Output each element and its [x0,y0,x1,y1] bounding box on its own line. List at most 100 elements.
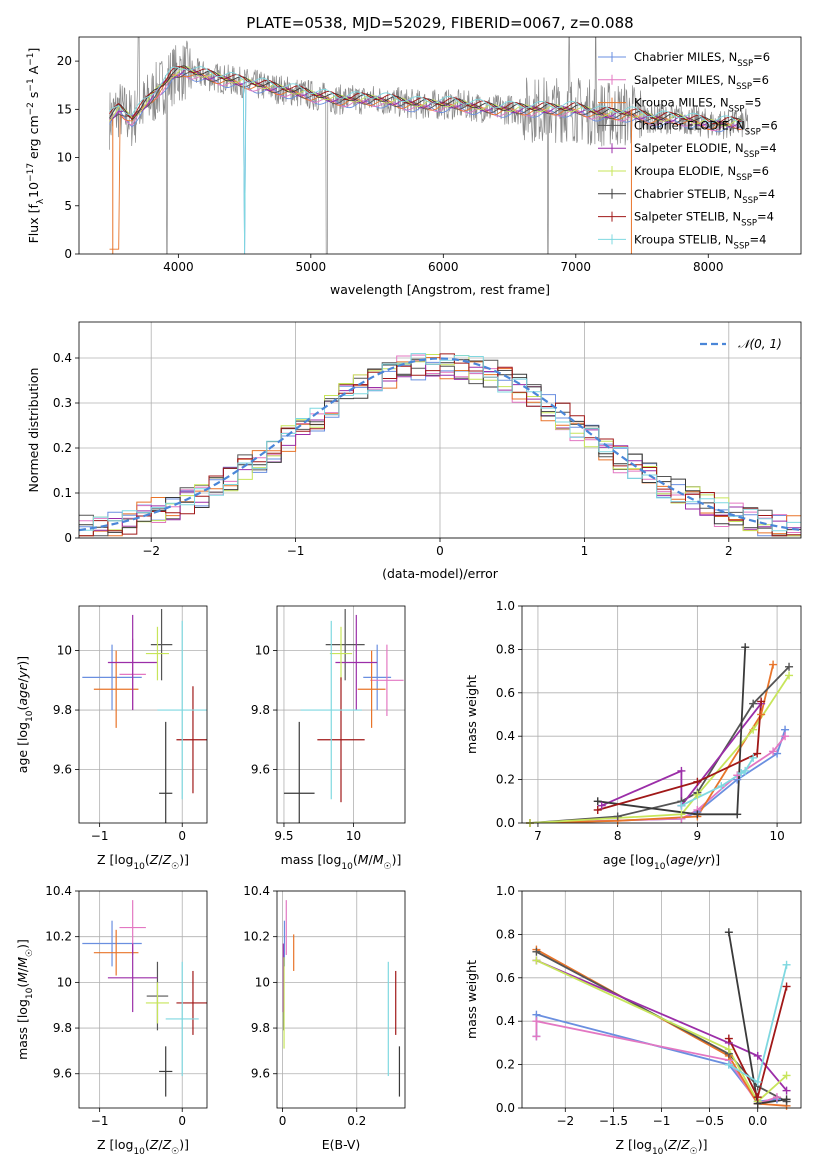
legend-label-main: Salpeter STELIB, N [634,210,741,224]
y-label-part: 10 [26,182,41,198]
x-label-part: ( [145,1137,150,1152]
y-tick-label: 10 [255,644,270,658]
y-label-part: Flux [f [26,204,41,244]
x-label-part: Z [680,1137,690,1152]
y-label-part: ☉ [25,949,35,957]
y-tick-label: 1.0 [496,884,515,898]
x-axis-label: Z [log10(Z/Z☉)] [615,1137,707,1157]
x-axis-label: age [log10(age/yr)] [603,852,720,872]
y-tick-label: 0.8 [496,927,515,941]
y-label-part: λ [36,198,46,204]
y-label-part: erg cm [26,115,41,163]
x-tick-label: 0 [178,1114,186,1128]
x-label-part: Z [162,852,172,867]
y-label-part: ( [15,983,30,988]
legend-label-main: Salpeter MILES, N [634,73,736,87]
mass-weight-line [535,951,788,1103]
model-spectrum-line [109,65,742,126]
x-tick-label: −0.5 [695,1114,724,1128]
axes-frame [521,605,802,824]
x-label-part: )] [698,1137,708,1152]
legend-label: Kroupa MILES, NSSP=5 [634,96,761,115]
legend-label-suffix: =6 [752,73,769,87]
legend-label-main: Chabrier ELODIE, N [634,118,745,132]
y-label-part: / [15,967,30,972]
x-tick-label: −1 [91,1114,109,1128]
x-label-part: Z [667,1137,677,1152]
x-label-part: M [358,852,369,867]
axes-frame [276,605,406,824]
x-axis-label: wavelength [Angstrom, rest frame] [330,282,550,297]
axes-mass_vs_EBV: 0 0.2 9.6 9.8 10 10.2 10.4 E(B-V) [243,884,406,1152]
y-axis-label: mass [log10(M/M☉)] [15,939,35,1060]
x-label-part: 10 [133,862,145,872]
y-axis-label: Flux [fλ10−17 erg cm−2 s−1 A−1] [26,48,46,244]
x-tick-label: −1 [653,1114,671,1128]
legend-label-suffix: =4 [749,232,766,246]
legend-label-suffix: =4 [760,141,777,155]
y-tick-label: 0.4 [53,351,72,365]
y-tick-label: 0 [64,247,72,261]
axes-frame [78,321,802,539]
y-tick-label: 10 [57,975,72,989]
x-label-part: ( [665,852,670,867]
x-tick-label: 5000 [296,260,327,274]
x-label-part: ( [663,1137,668,1152]
x-label-part: ☉ [690,1147,698,1157]
y-label-part: −2 [26,102,36,115]
x-label-part: )] [179,1137,189,1152]
legend-label: 𝒩(0, 1) [738,337,782,351]
y-tick-label: 9.6 [53,762,72,776]
y-label-part: Normed distribution [26,368,41,493]
x-tick-label: 9.5 [274,829,293,843]
y-tick-label: 10.2 [45,930,72,944]
y-tick-label: 9.6 [251,1067,270,1081]
x-tick-label: 8000 [693,260,724,274]
y-label-part: ( [15,706,30,711]
legend-label-sub: SSP [737,59,753,69]
x-label-part: ( [353,852,358,867]
x-tick-label: 7000 [561,260,592,274]
x-label-part: )] [392,852,402,867]
x-tick-label: 4000 [163,260,194,274]
y-axis-label: Normed distribution [26,368,41,493]
y-tick-label: 20 [57,54,72,68]
plot-area-age_vs_Z [82,608,207,823]
plot-area-spectrum [109,37,749,254]
y-label-part: M [15,957,30,968]
legend-label: Chabrier STELIB, NSSP=4 [634,187,775,206]
x-label-part: 10 [652,1147,664,1157]
legend-label: Kroupa STELIB, NSSP=4 [634,232,766,251]
y-label-part: 10 [25,987,35,999]
x-tick-label: −2 [142,544,160,558]
y-tick-label: 5 [64,199,72,213]
y-tick-label: 0.4 [496,729,515,743]
legend-label-main: Kroupa STELIB, N [634,232,734,246]
x-label-part: age [log [603,852,654,867]
legend-label-main: Chabrier MILES, N [634,50,737,64]
x-tick-label: 10 [769,829,784,843]
residual-histogram [79,353,801,532]
y-label-part: M [15,972,30,983]
x-label-part: 10 [341,862,353,872]
y-tick-label: 9.8 [251,703,270,717]
y-label-part: )] [15,656,30,666]
plot-area-age_vs_mass [283,608,404,823]
x-label-part: M [373,852,384,867]
legend-label: Kroupa ELODIE, NSSP=6 [634,164,769,183]
legend-label-suffix: =6 [752,164,769,178]
x-tick-label: 6000 [428,260,459,274]
legend-label-suffix: =6 [753,50,770,64]
mass-weight-line [597,701,762,811]
mass-weight-line [536,959,788,1092]
y-tick-label: 9.6 [53,1067,72,1081]
x-label-part: Z [162,1137,172,1152]
axes-spectrum: 4000 5000 6000 7000 8000 0 5 10 15 20 wavelength [… [26,36,802,297]
x-label-part: ( [145,852,150,867]
y-tick-label: 0.3 [53,396,72,410]
legend-label-sub: SSP [736,173,752,183]
x-tick-label: −1 [287,544,305,558]
